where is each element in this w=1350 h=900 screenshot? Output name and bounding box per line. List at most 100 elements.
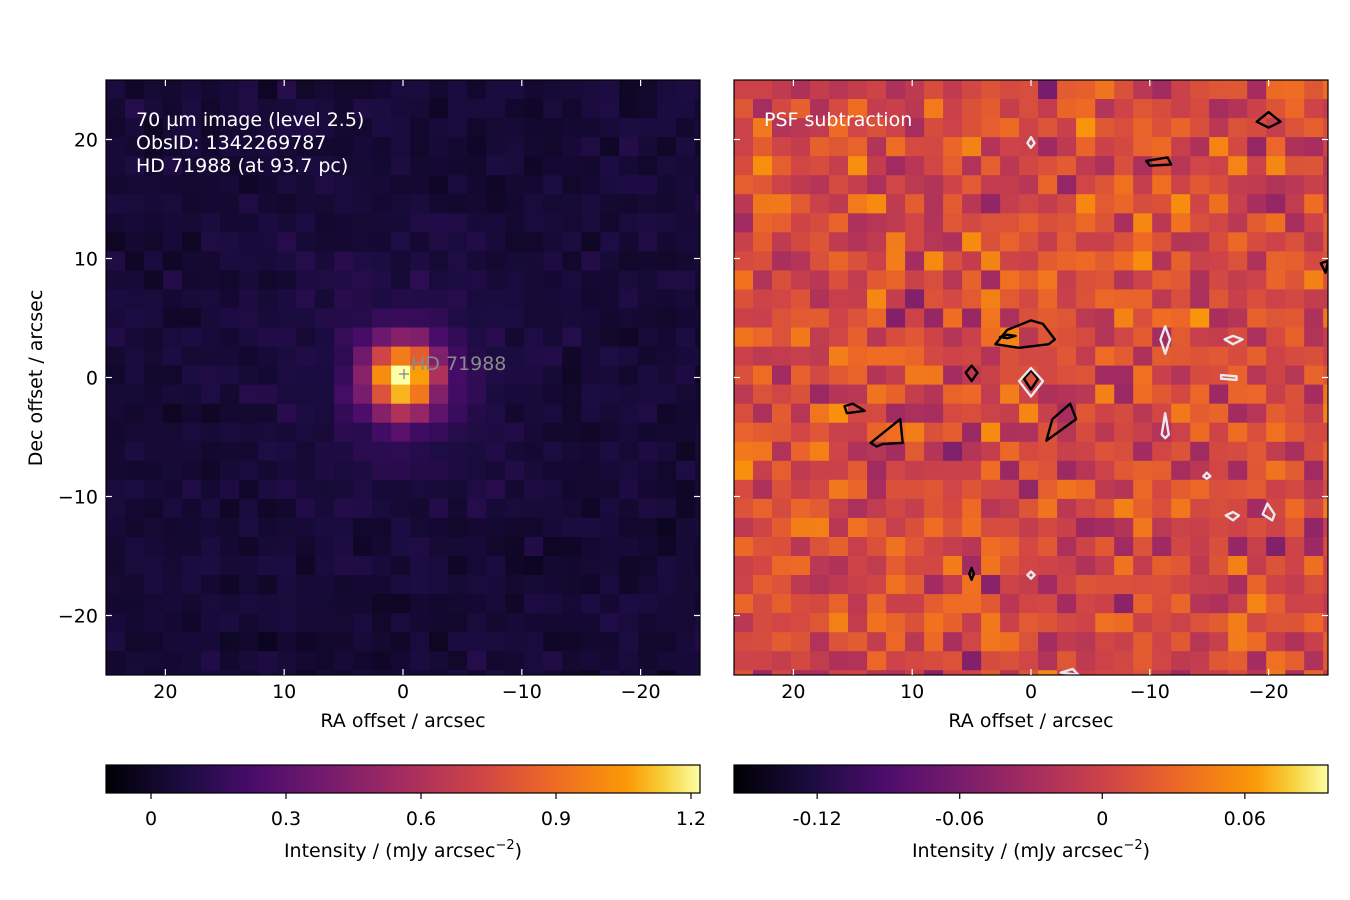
heatmap-cell xyxy=(277,232,297,252)
heatmap-cell xyxy=(810,594,830,614)
heatmap-cell xyxy=(163,537,183,557)
heatmap-cell xyxy=(1133,137,1153,157)
positive-contour xyxy=(1144,156,1173,167)
heatmap-cell xyxy=(353,422,373,443)
heatmap-cell xyxy=(524,365,544,386)
heatmap-cell xyxy=(106,460,126,481)
heatmap-cell xyxy=(353,670,373,675)
heatmap-cell xyxy=(201,365,221,386)
heatmap-cell xyxy=(714,670,734,690)
heatmap-cell xyxy=(372,194,392,214)
heatmap-cell xyxy=(1247,194,1267,214)
heatmap-cell xyxy=(657,232,677,252)
heatmap-cell xyxy=(619,365,639,386)
heatmap-cell xyxy=(353,137,373,157)
heatmap-cell xyxy=(1152,80,1172,100)
heatmap-cell xyxy=(1247,556,1267,576)
heatmap-cell xyxy=(581,441,601,462)
heatmap-cell xyxy=(886,613,906,633)
heatmap-cell xyxy=(1228,632,1248,652)
heatmap-cell xyxy=(467,537,487,557)
heatmap-cell xyxy=(334,613,354,633)
heatmap-cell xyxy=(1209,575,1229,595)
heatmap-cell xyxy=(638,632,658,652)
heatmap-cell xyxy=(1038,346,1058,367)
heatmap-cell xyxy=(1076,251,1096,271)
heatmap-cell xyxy=(695,194,700,214)
heatmap-cell xyxy=(791,479,811,500)
heatmap-cell xyxy=(619,498,639,519)
heatmap-cell xyxy=(277,308,297,329)
heatmap-cell xyxy=(467,251,487,271)
heatmap-cell xyxy=(1114,498,1134,519)
heatmap-cell xyxy=(353,118,373,138)
heatmap-cell xyxy=(1000,270,1020,290)
heatmap-cell xyxy=(1190,498,1210,519)
heatmap-cell xyxy=(638,175,658,195)
heatmap-cell xyxy=(848,632,868,652)
heatmap-cell xyxy=(619,575,639,595)
heatmap-cell xyxy=(1133,537,1153,557)
heatmap-cell xyxy=(1114,441,1134,462)
heatmap-cell xyxy=(753,213,773,233)
heatmap-cell xyxy=(296,403,316,424)
heatmap-cell xyxy=(106,213,126,233)
heatmap-cell xyxy=(791,232,811,252)
heatmap-cell xyxy=(486,403,506,424)
heatmap-cell xyxy=(1038,498,1058,519)
heatmap-cell xyxy=(410,613,430,633)
heatmap-cell xyxy=(619,651,639,671)
heatmap-cell xyxy=(924,460,944,481)
heatmap-cell xyxy=(753,422,773,443)
heatmap-cell xyxy=(372,498,392,519)
heatmap-cell xyxy=(1247,384,1267,405)
heatmap-cell xyxy=(220,327,240,348)
heatmap-cell xyxy=(448,422,468,443)
heatmap-cell xyxy=(1285,441,1305,462)
heatmap-cell xyxy=(1228,670,1248,675)
x-tick-label: 20 xyxy=(781,681,805,703)
heatmap-cell xyxy=(505,346,525,367)
heatmap-cell xyxy=(981,517,1001,538)
heatmap-cell xyxy=(962,575,982,595)
heatmap-cell xyxy=(334,670,354,675)
heatmap-cell xyxy=(619,232,639,252)
heatmap-cell xyxy=(239,460,259,481)
heatmap-cell xyxy=(600,80,620,100)
heatmap-cell xyxy=(676,594,696,614)
heatmap-cell xyxy=(924,232,944,252)
heatmap-cell xyxy=(315,479,335,500)
heatmap-cell xyxy=(201,327,221,348)
heatmap-cell xyxy=(581,594,601,614)
heatmap-cell xyxy=(106,346,126,367)
heatmap-cell xyxy=(695,403,700,424)
heatmap-cell xyxy=(695,99,700,119)
heatmap-cell xyxy=(182,270,202,290)
heatmap-cell xyxy=(1247,289,1267,309)
heatmap-cell xyxy=(1152,175,1172,195)
heatmap-cell xyxy=(1152,251,1172,271)
heatmap-cell xyxy=(201,517,221,538)
heatmap-cell xyxy=(543,403,563,424)
heatmap-cell xyxy=(867,137,887,157)
heatmap-cell xyxy=(772,517,792,538)
heatmap-cell xyxy=(1247,308,1267,329)
y-tick-label: 20 xyxy=(74,130,98,152)
heatmap-cell xyxy=(410,517,430,538)
heatmap-cell xyxy=(486,613,506,633)
heatmap-cell xyxy=(182,441,202,462)
heatmap-cell xyxy=(981,232,1001,252)
heatmap-cell xyxy=(258,232,278,252)
heatmap-cell xyxy=(505,232,525,252)
heatmap-cell xyxy=(239,384,259,405)
heatmap-cell xyxy=(867,460,887,481)
heatmap-cell xyxy=(810,689,830,709)
heatmap-cell xyxy=(182,670,202,675)
heatmap-cell xyxy=(201,689,221,709)
heatmap-cell xyxy=(1114,460,1134,481)
heatmap-cell xyxy=(372,537,392,557)
heatmap-cell xyxy=(1228,308,1248,329)
heatmap-cell xyxy=(1209,479,1229,500)
heatmap-cell xyxy=(106,156,126,176)
heatmap-cell xyxy=(791,327,811,348)
